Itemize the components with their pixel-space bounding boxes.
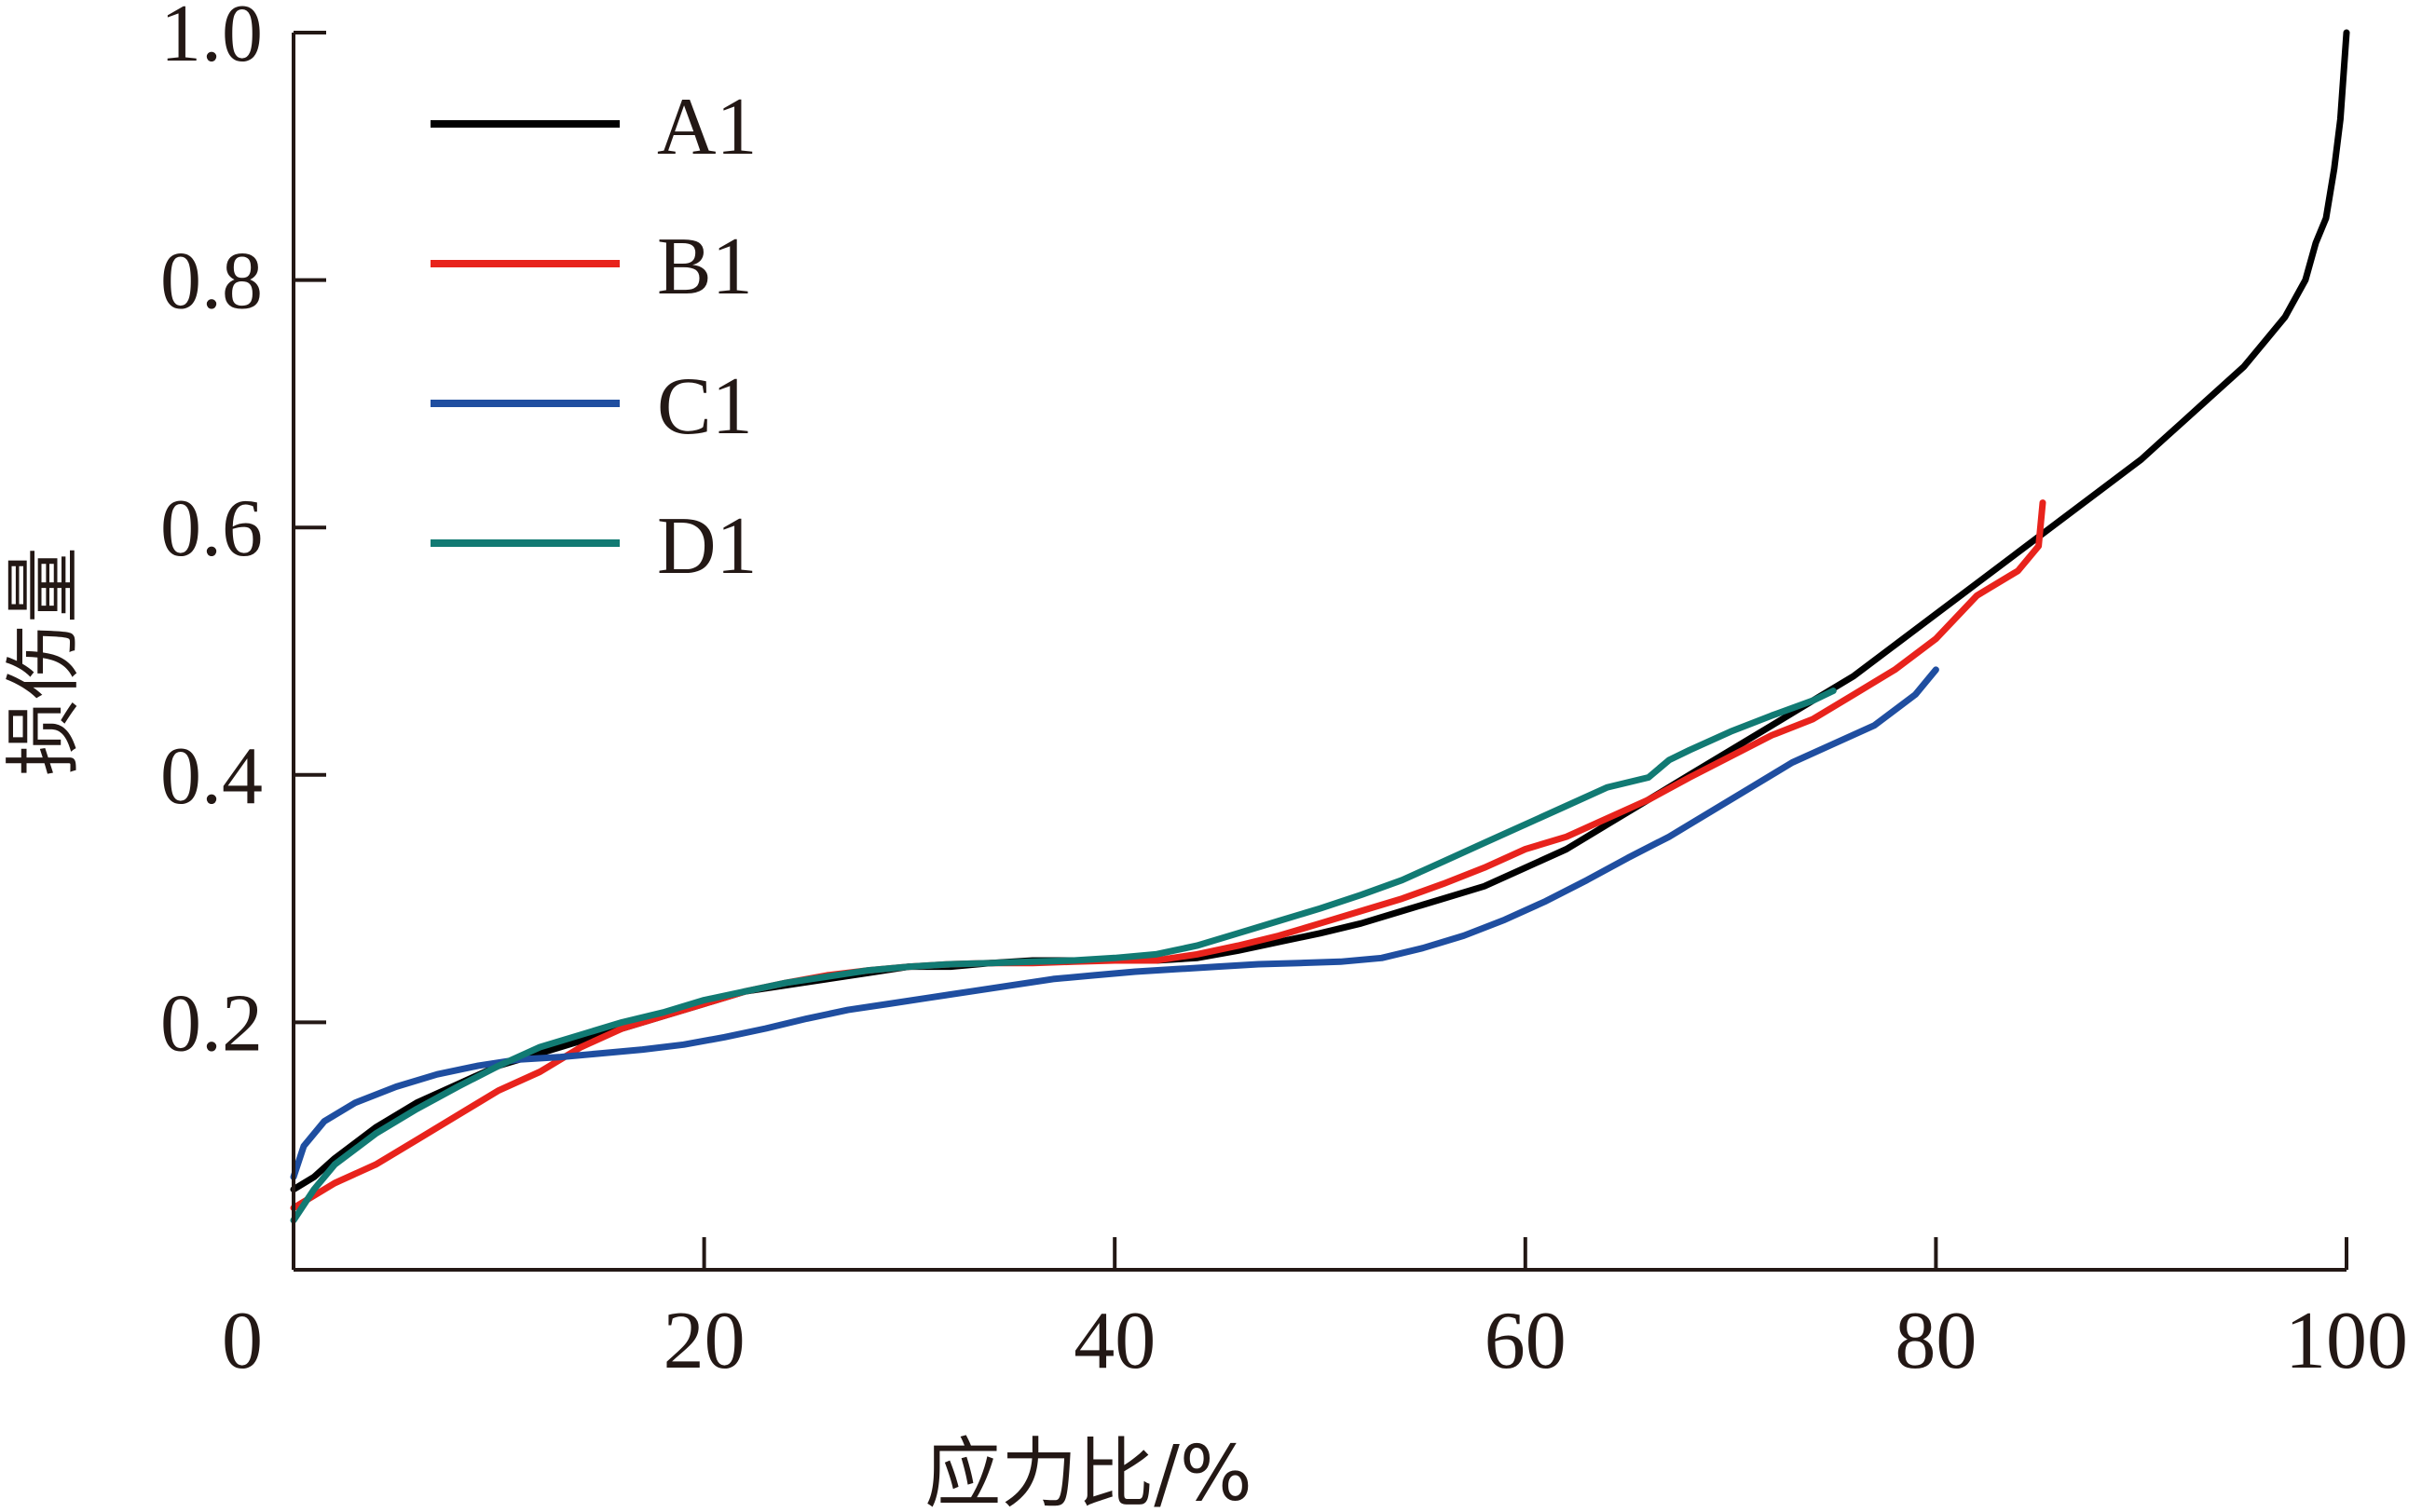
legend-label-a1: A1 (657, 82, 758, 172)
y-ticks: 0.2 0.4 0.6 0.8 1.0 (160, 0, 326, 1069)
x-tick-label: 20 (664, 1296, 746, 1386)
x-tick-label: 0 (222, 1296, 263, 1386)
legend-label-d1: D1 (657, 501, 758, 592)
y-tick-label: 0.2 (160, 978, 263, 1069)
series-line-c1 (290, 666, 1939, 1180)
legend: A1 B1 C1 D1 (431, 82, 758, 592)
y-tick-label: 0.4 (160, 731, 263, 822)
legend-label-b1: B1 (657, 222, 753, 312)
x-tick-label: 40 (1074, 1296, 1156, 1386)
series-layer (290, 29, 2350, 1224)
plot-area: 0 20 40 60 80 100 0.2 0.4 0.6 0.8 1.0 (160, 0, 2408, 1386)
series-line-d1 (290, 688, 1837, 1224)
axes-layer (292, 33, 2347, 1272)
x-axis-label: 应力比/% (924, 1430, 1252, 1512)
series-line-b1 (290, 499, 2046, 1212)
series-line-a1 (290, 29, 2350, 1193)
y-tick-label: 1.0 (160, 0, 263, 79)
y-tick-label: 0.6 (160, 484, 263, 574)
x-tick-label: 60 (1485, 1296, 1567, 1386)
x-tick-label: 100 (2285, 1296, 2408, 1386)
y-tick-label: 0.8 (160, 237, 263, 327)
x-tick-label: 80 (1895, 1296, 1977, 1386)
y-axis-label: 损伤量 (0, 547, 89, 776)
legend-label-c1: C1 (657, 361, 753, 452)
x-ticks: 0 20 40 60 80 100 (222, 1237, 2408, 1386)
